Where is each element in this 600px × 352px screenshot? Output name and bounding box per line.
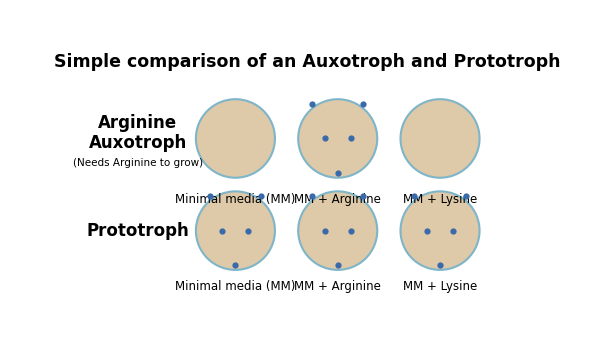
Text: Prototroph: Prototroph	[86, 222, 189, 240]
Text: Minimal media (MM): Minimal media (MM)	[175, 193, 296, 206]
Ellipse shape	[298, 99, 377, 178]
Ellipse shape	[401, 191, 479, 270]
Text: Arginine
Auxotroph: Arginine Auxotroph	[89, 114, 187, 152]
Ellipse shape	[401, 99, 479, 178]
Text: MM + Arginine: MM + Arginine	[294, 193, 381, 206]
Ellipse shape	[298, 191, 377, 270]
Text: MM + Arginine: MM + Arginine	[294, 280, 381, 293]
Text: Simple comparison of an Auxotroph and Prototroph: Simple comparison of an Auxotroph and Pr…	[54, 53, 561, 71]
Ellipse shape	[196, 99, 275, 178]
Text: MM + Lysine: MM + Lysine	[403, 280, 477, 293]
Ellipse shape	[196, 191, 275, 270]
Text: Minimal media (MM): Minimal media (MM)	[175, 280, 296, 293]
Text: MM + Lysine: MM + Lysine	[403, 193, 477, 206]
Text: (Needs Arginine to grow): (Needs Arginine to grow)	[73, 158, 203, 168]
